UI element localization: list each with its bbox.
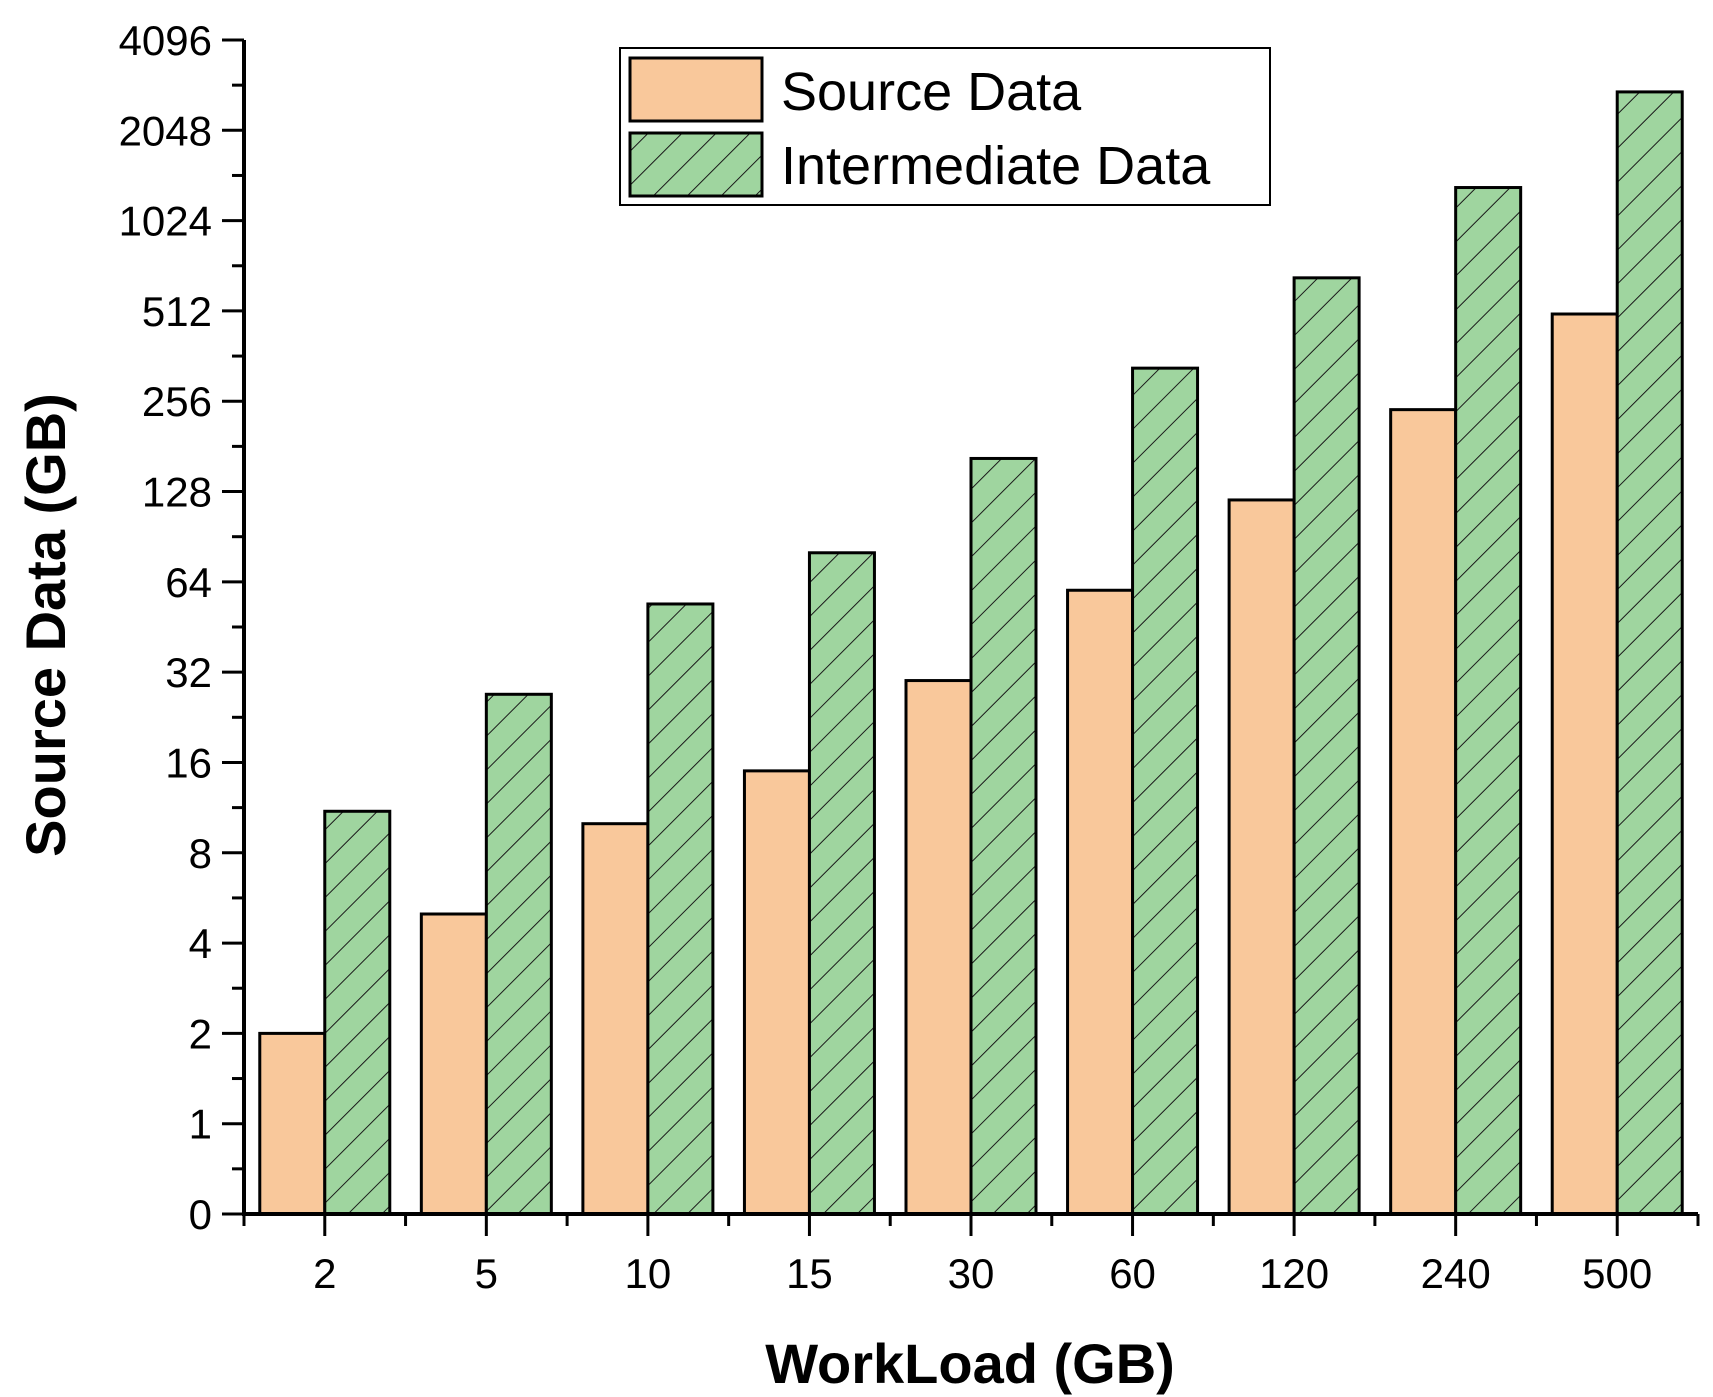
x-tick-label: 2	[313, 1250, 336, 1297]
y-tick-label: 8	[189, 830, 212, 877]
y-tick-label: 16	[165, 739, 212, 786]
bar-intermediate-data-15	[807, 551, 876, 1216]
bar-source-data-2	[258, 1031, 327, 1216]
y-tick-label: 0	[189, 1191, 212, 1238]
bar-intermediate-data-500	[1615, 90, 1684, 1216]
y-tick-label: 32	[165, 649, 212, 696]
legend-swatch-intermediate-data	[628, 131, 764, 198]
x-ticks-group: 2 5 10 15 30 60 120 240 500	[242, 1214, 1700, 1297]
bar-intermediate-data-120	[1292, 276, 1361, 1216]
bar-source-data-60	[1066, 588, 1135, 1216]
legend-label-source-data: Source Data	[781, 62, 1082, 122]
x-tick-label: 5	[475, 1250, 498, 1297]
bar-source-data-120	[1227, 498, 1296, 1216]
bar-source-data-15	[742, 769, 811, 1216]
bar-source-data-5	[419, 912, 488, 1216]
y-tick-label: 2048	[119, 107, 212, 154]
x-tick-label: 60	[1109, 1250, 1156, 1297]
bar-intermediate-data-60	[1131, 366, 1200, 1216]
bar-intermediate-data-240	[1454, 186, 1523, 1216]
legend-label-intermediate-data: Intermediate Data	[781, 136, 1211, 196]
bar-intermediate-data-2	[323, 809, 392, 1216]
x-tick-label: 10	[625, 1250, 672, 1297]
y-tick-label: 1	[189, 1101, 212, 1148]
x-tick-label: 30	[948, 1250, 995, 1297]
bar-intermediate-data-10	[646, 602, 715, 1216]
bar-source-data-240	[1389, 408, 1458, 1216]
y-tick-label: 64	[165, 559, 212, 606]
y-tick-label: 128	[142, 469, 212, 516]
y-tick-label: 4096	[119, 17, 212, 64]
x-axis-title: WorkLoad (GB)	[765, 1332, 1175, 1395]
x-tick-label: 120	[1259, 1250, 1329, 1297]
legend: Source Data Intermediate Data	[619, 47, 1271, 206]
x-tick-label: 500	[1582, 1250, 1652, 1297]
y-tick-label: 256	[142, 378, 212, 425]
bar-source-data-30	[904, 679, 973, 1216]
y-tick-label: 512	[142, 288, 212, 335]
y-tick-label: 2	[189, 1010, 212, 1057]
y-tick-label: 1024	[119, 198, 212, 245]
x-tick-label: 15	[786, 1250, 833, 1297]
bar-intermediate-data-5	[484, 692, 553, 1216]
y-tick-label: 4	[189, 920, 212, 967]
x-tick-label: 240	[1421, 1250, 1491, 1297]
bar-source-data-500	[1550, 312, 1619, 1216]
bar-source-data-10	[581, 822, 650, 1216]
y-axis-title: Source Data (GB)	[14, 393, 77, 857]
bar-intermediate-data-30	[969, 456, 1038, 1216]
bars-group	[258, 90, 1684, 1216]
y-ticks-group: 0 1 2 4 8 16 32 64 128 256 512 1024 2048 4096	[119, 17, 244, 1238]
legend-swatch-source-data	[628, 56, 764, 123]
